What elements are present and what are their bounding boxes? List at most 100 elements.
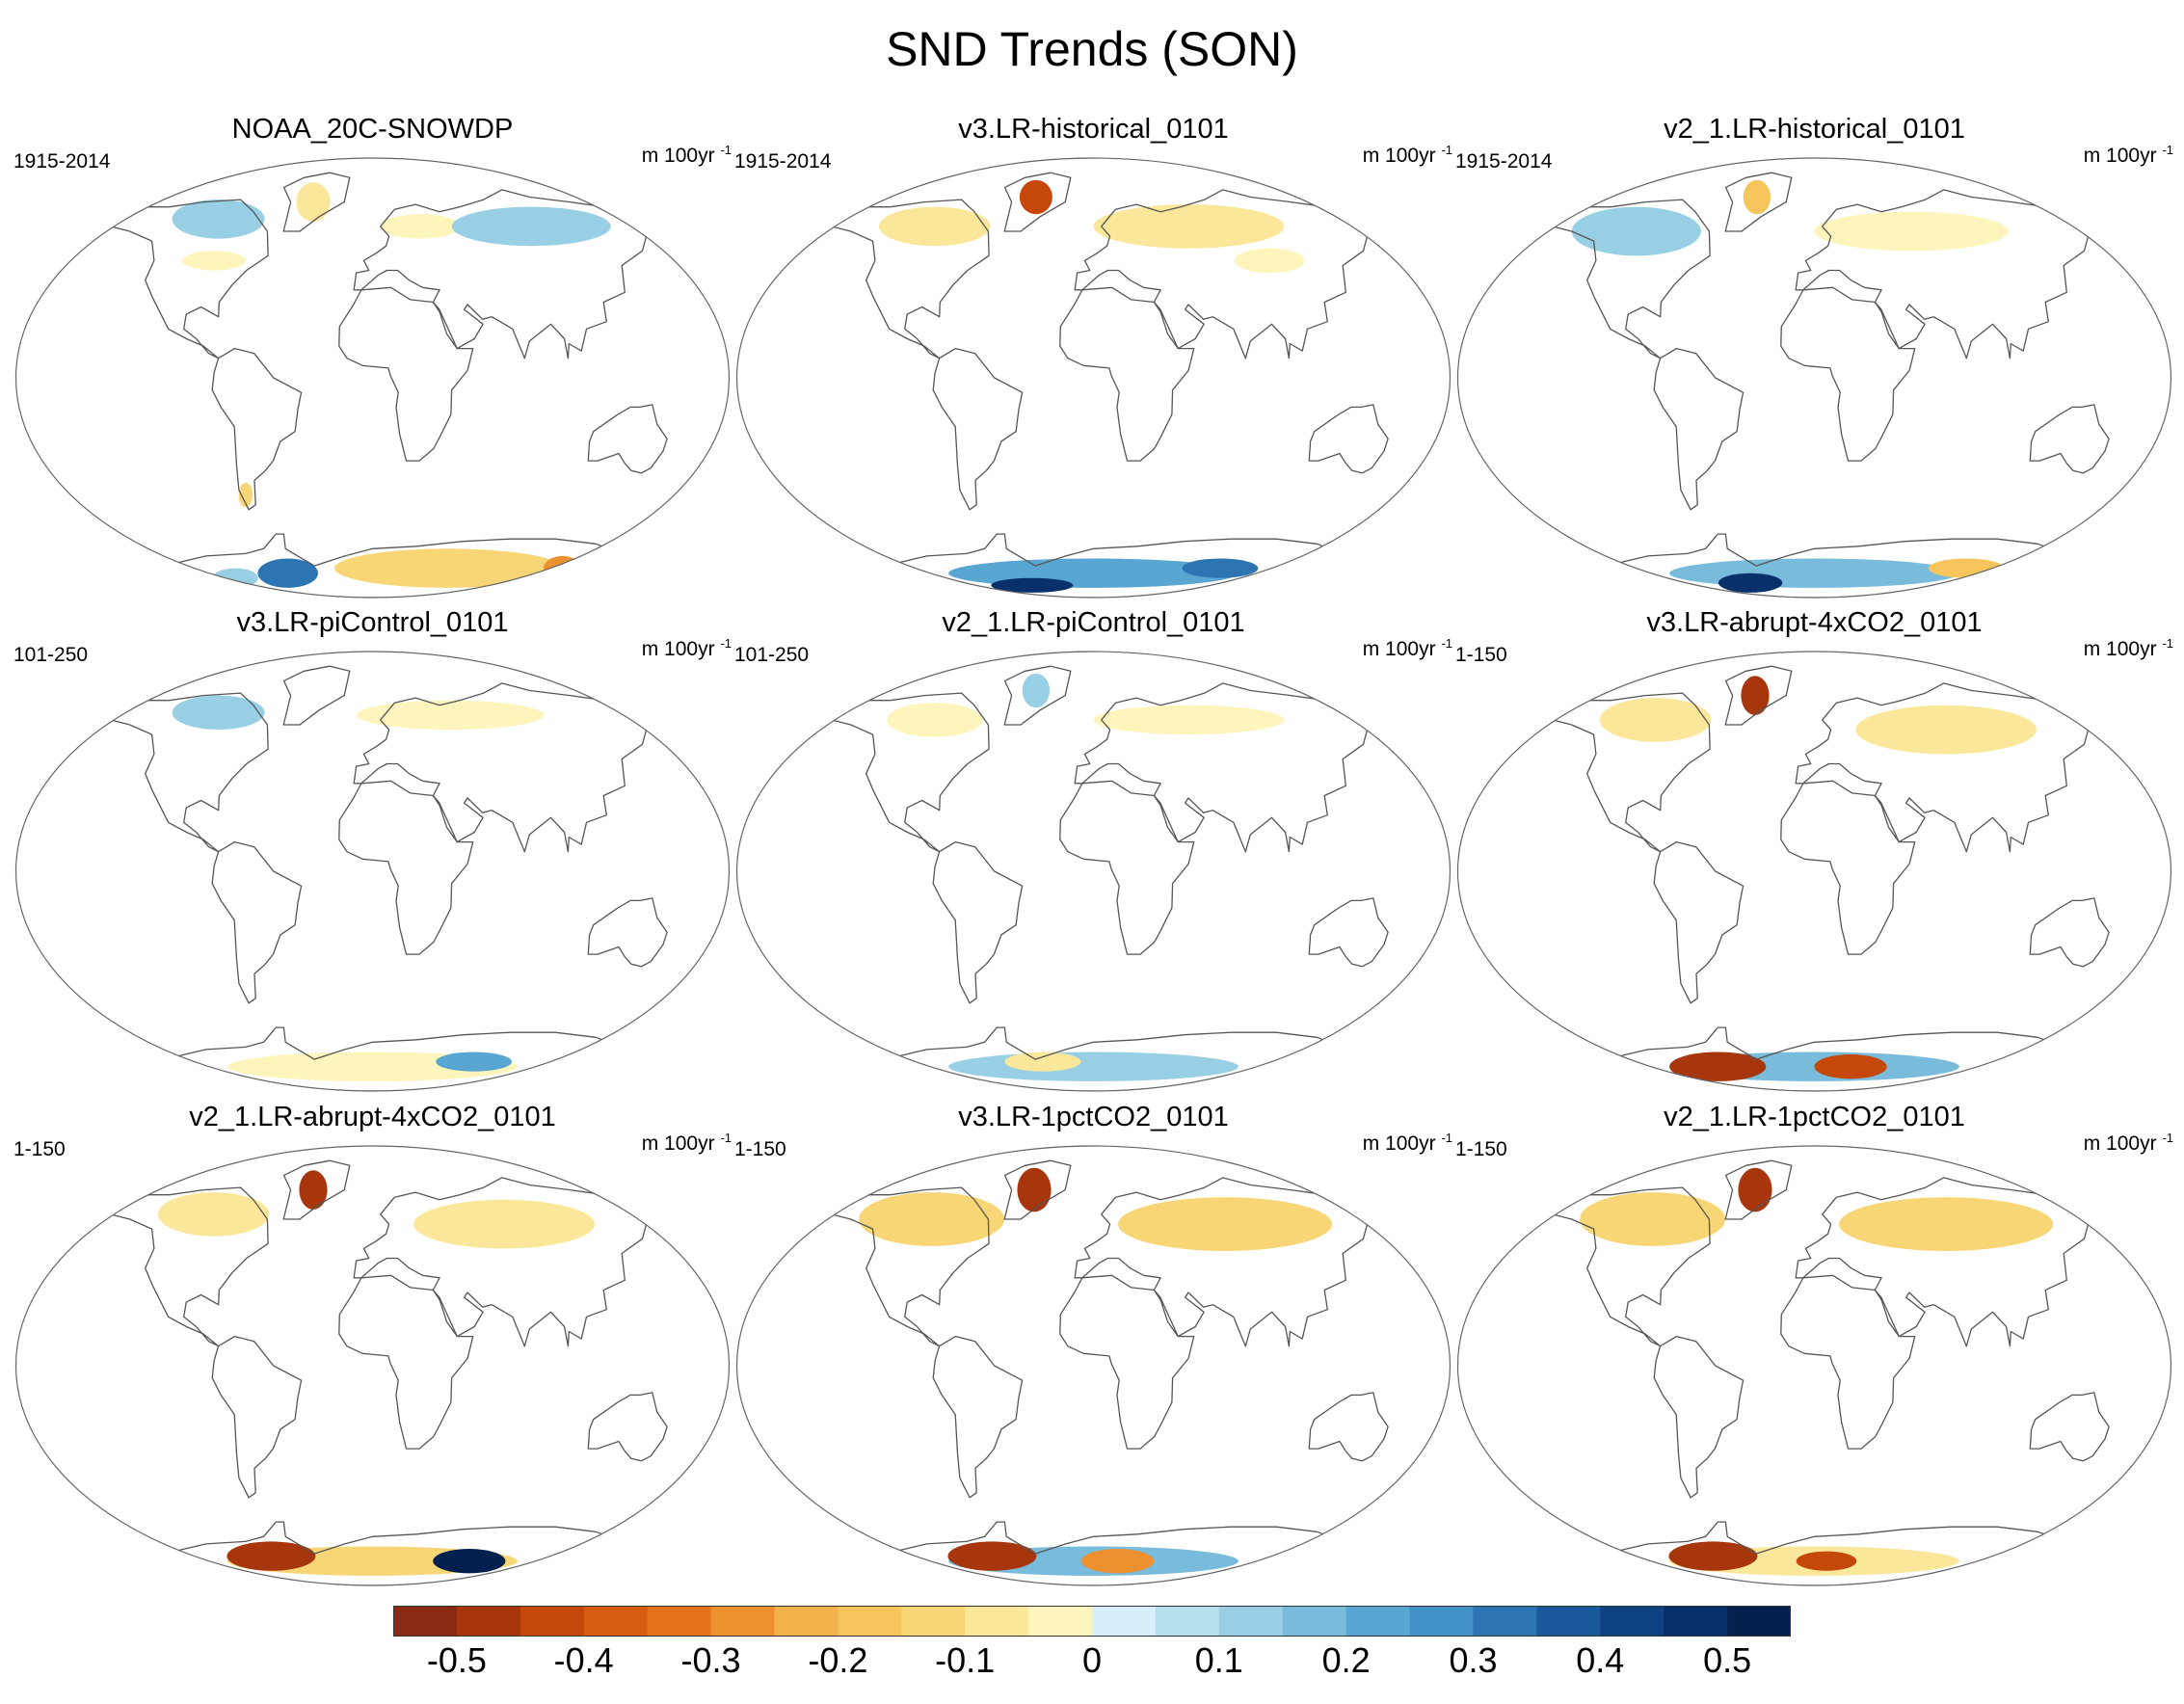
trend-cell: [1093, 204, 1285, 249]
trend-cell: [357, 700, 545, 731]
panel-title: v2_1.LR-piControl_0101: [942, 607, 1245, 638]
coastline-north-america: [109, 692, 269, 853]
colorbar-tick-label: 0.4: [1576, 1640, 1625, 1680]
coastline-australia: [2029, 1392, 2110, 1462]
coastline-australia: [1308, 897, 1389, 968]
colorbar-swatch: [1600, 1606, 1665, 1637]
colorbar-swatch: [1092, 1606, 1157, 1637]
coastline-north-america: [830, 199, 990, 359]
trend-cell: [879, 206, 991, 247]
colorbar-tick-label: 0.2: [1321, 1640, 1371, 1680]
coastline-south-america: [1653, 347, 1745, 511]
map: [14, 1145, 731, 1586]
colorbar-swatch: [965, 1606, 1029, 1637]
trend-cell: [296, 182, 331, 222]
units-text: m 100yr: [1362, 1132, 1442, 1155]
colorbar-tick-label: -0.1: [935, 1640, 996, 1680]
panel-title: v2_1.LR-abrupt-4xCO2_0101: [189, 1102, 556, 1132]
colorbar-swatch: [1282, 1606, 1347, 1637]
panel-period: 1-150: [734, 1138, 786, 1160]
units-text: m 100yr: [641, 638, 721, 660]
trend-cell: [1571, 206, 1701, 256]
coastline-australia: [587, 1392, 668, 1462]
coastline-africa: [338, 286, 474, 462]
colorbar: [393, 1606, 1791, 1637]
units-superscript: -1: [1441, 636, 1452, 651]
panel-units: m 100yr -1: [642, 143, 732, 168]
colorbar-swatch: [647, 1606, 712, 1637]
colorbar-tick-label: 0: [1081, 1640, 1103, 1680]
units-superscript: -1: [720, 1131, 732, 1145]
colorbar-swatch: [1345, 1606, 1411, 1637]
coastline-africa: [1059, 1274, 1195, 1450]
map: [1456, 651, 2172, 1092]
trend-cell: [1738, 1167, 1772, 1212]
coastline-north-america: [1551, 1186, 1711, 1347]
coastline-greenland: [1003, 172, 1072, 232]
colorbar-swatch: [1028, 1606, 1093, 1637]
map: [1456, 1145, 2172, 1586]
coastline-south-america: [1653, 1335, 1745, 1499]
units-text: m 100yr: [641, 1132, 721, 1155]
colorbar-tick-label: -0.3: [680, 1640, 741, 1680]
map-border: [1456, 651, 2172, 1092]
map-border: [14, 651, 731, 1092]
units-superscript: -1: [1441, 1131, 1452, 1145]
panel-period: 101-250: [734, 644, 810, 666]
panel-title: v2_1.LR-historical_0101: [1664, 114, 1965, 145]
units-text: m 100yr: [2083, 1132, 2163, 1155]
map-border: [735, 651, 1452, 1092]
map: [735, 651, 1452, 1092]
colorbar-tick-label: 0.5: [1703, 1640, 1752, 1680]
trend-cell: [1855, 705, 2037, 755]
trend-cell: [1669, 1052, 1767, 1081]
map: [735, 1145, 1452, 1586]
trend-cell: [991, 577, 1074, 593]
trend-cell: [1118, 1197, 1333, 1251]
trend-cell: [413, 1199, 595, 1249]
units-superscript: -1: [2162, 143, 2173, 157]
trend-cell: [1019, 179, 1052, 215]
colorbar-swatch: [1409, 1606, 1474, 1637]
panel-units: m 100yr -1: [1363, 143, 1452, 168]
trend-cell: [1004, 1052, 1081, 1072]
coastline-africa: [1780, 1274, 1916, 1450]
map-border: [14, 157, 731, 599]
panel-units: m 100yr -1: [642, 1131, 732, 1156]
map: [14, 157, 731, 599]
colorbar-svg: [393, 1606, 1791, 1637]
map-panel: v3.LR-piControl_0101 101-250 m 100yr -1: [13, 607, 732, 1104]
trend-cell: [172, 200, 265, 239]
colorbar-tick-label: 0.3: [1449, 1640, 1498, 1680]
coastline-australia: [1308, 1392, 1389, 1462]
map-border: [1456, 157, 2172, 599]
coastline-north-america: [109, 199, 269, 359]
colorbar-tick-label: -0.5: [426, 1640, 487, 1680]
colorbar-swatch: [1155, 1606, 1220, 1637]
map-border: [735, 157, 1452, 599]
coastline-south-america: [932, 1335, 1024, 1499]
trend-cell: [436, 1052, 512, 1072]
panel-title: NOAA_20C-SNOWDP: [231, 114, 514, 145]
units-superscript: -1: [720, 143, 732, 157]
trend-cell: [226, 1541, 316, 1571]
units-superscript: -1: [2162, 636, 2173, 651]
coastline-africa: [338, 1274, 474, 1450]
coastline-africa: [1059, 780, 1195, 955]
map-panel: v3.LR-historical_0101 1915-2014 m 100yr -1: [734, 114, 1452, 610]
coastline-australia: [2029, 897, 2110, 968]
panel-title: v2_1.LR-1pctCO2_0101: [1664, 1102, 1965, 1132]
colorbar-tick-label: -0.2: [808, 1640, 868, 1680]
coastline-north-america: [1551, 199, 1711, 359]
trend-cell: [1839, 1197, 2054, 1251]
panel-title: v3.LR-abrupt-4xCO2_0101: [1646, 607, 1983, 638]
trend-cell: [433, 1549, 506, 1574]
panel-units: m 100yr -1: [2084, 636, 2173, 661]
units-text: m 100yr: [2083, 638, 2163, 660]
colorbar-swatch: [901, 1606, 966, 1637]
coastline-africa: [1780, 286, 1916, 462]
trend-cell: [859, 1192, 1005, 1246]
panel-units: m 100yr -1: [1363, 636, 1452, 661]
map-border: [735, 1145, 1452, 1586]
coastline-south-america: [211, 347, 303, 511]
